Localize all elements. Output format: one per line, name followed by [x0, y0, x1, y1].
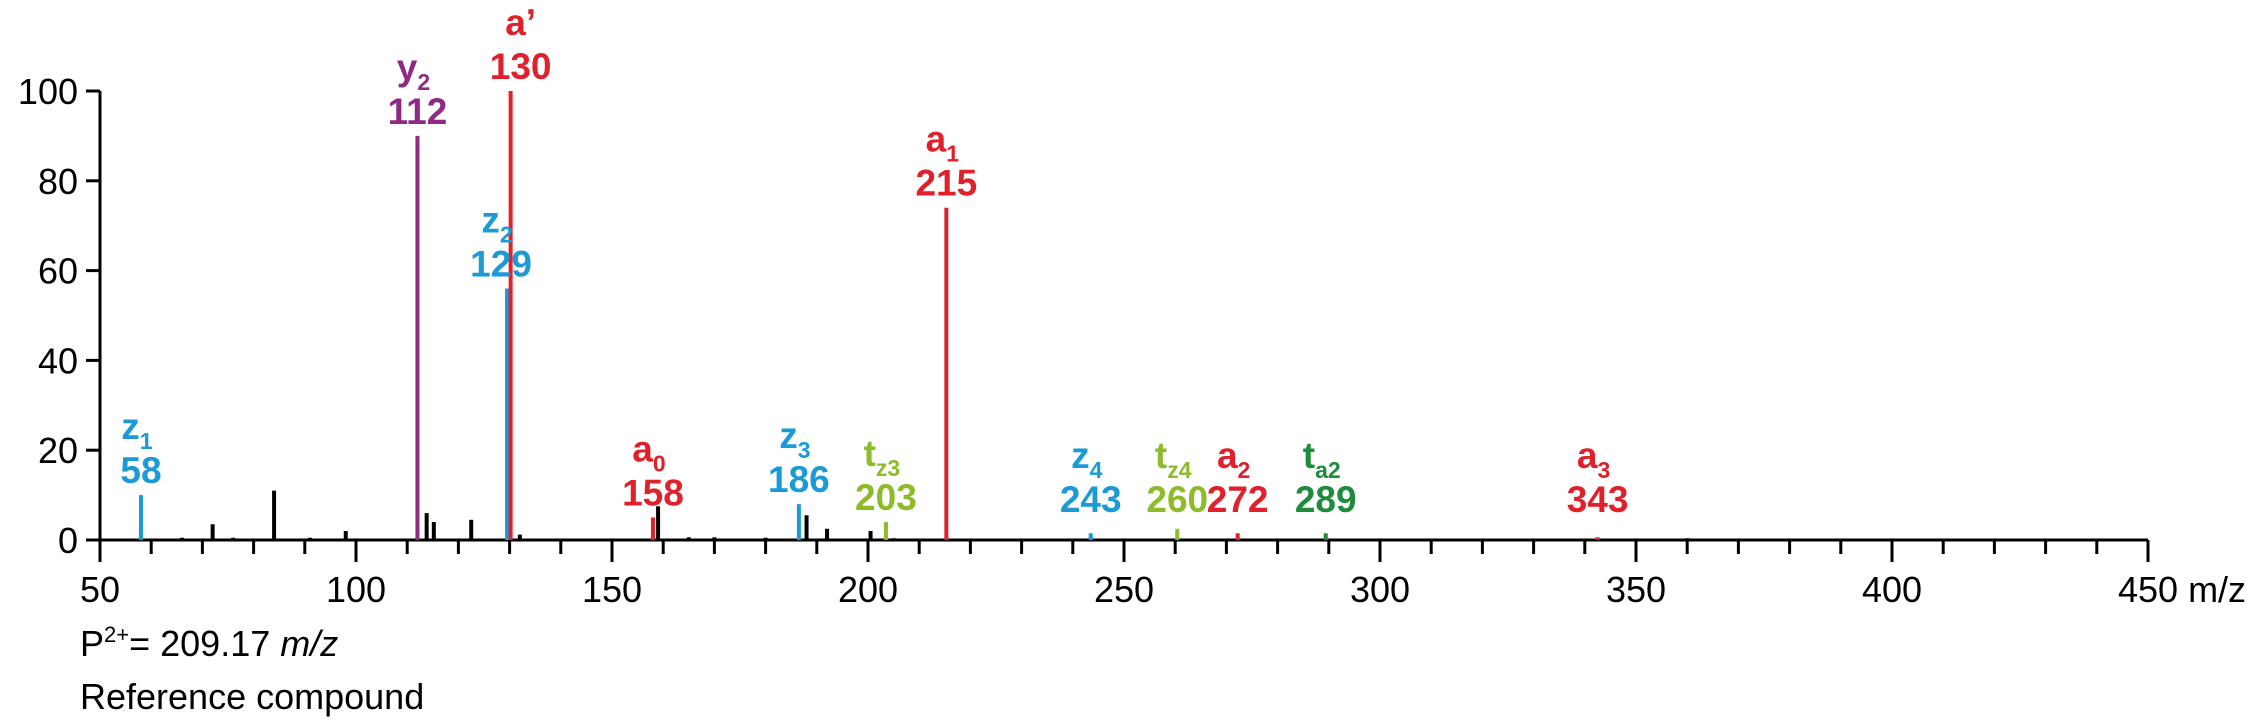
y-tick-label: 0 — [58, 520, 78, 561]
x-tick-label: 250 — [1094, 569, 1154, 610]
peaks — [138, 91, 1690, 540]
x-tick-label: 100 — [326, 569, 386, 610]
ion-subscript: 3 — [1597, 457, 1610, 483]
peak-label-mz: 112 — [388, 91, 448, 132]
peak-label-ion: a0 — [632, 429, 665, 477]
ion-name: z — [121, 406, 140, 447]
y-tick-label: 40 — [38, 340, 78, 381]
peak-label-ion: y2 — [397, 47, 430, 95]
x-tick-label: 400 — [1862, 569, 1922, 610]
ion-name: a — [1217, 435, 1238, 476]
x-tick-label: 200 — [838, 569, 898, 610]
precursor-line: P2+= 209.17 m/z — [80, 620, 424, 673]
precursor-charge: 2+ — [104, 622, 130, 647]
peak-label-mz: 130 — [490, 46, 552, 87]
ion-subscript: z3 — [876, 455, 900, 481]
ion-name: t — [864, 433, 876, 474]
spectrum-footer: P2+= 209.17 m/z Reference compound — [80, 620, 424, 721]
peak-label-ion: a2 — [1217, 435, 1250, 483]
ion-subscript: 2 — [500, 222, 513, 248]
y-tick-label: 60 — [38, 251, 78, 292]
peak-label-mz: 186 — [768, 459, 830, 500]
x-tick-label: 150 — [582, 569, 642, 610]
peak-label-ion: z2 — [481, 200, 512, 248]
caption: Reference compound — [80, 676, 425, 717]
x-tick-label: 300 — [1350, 569, 1410, 610]
peak-label-mz: 260 — [1146, 479, 1208, 520]
peak-label-ion: a’ — [505, 2, 536, 43]
ion-name: a — [1577, 435, 1598, 476]
peak-label-mz: 289 — [1295, 479, 1357, 520]
ion-name: a — [926, 119, 947, 160]
ion-subscript: a2 — [1315, 457, 1341, 483]
peak-label-ion: tz4 — [1155, 435, 1192, 483]
ion-subscript: 2 — [1238, 457, 1251, 483]
x-tick-label: 50 — [80, 569, 120, 610]
peak-label-ion: a3 — [1577, 435, 1610, 483]
precursor-prefix: P — [80, 623, 105, 664]
ion-name: a’ — [505, 2, 536, 43]
ion-name: z — [1071, 435, 1090, 476]
peak-label-mz: 158 — [622, 473, 684, 514]
ion-subscript: 1 — [140, 428, 153, 454]
ion-name: t — [1303, 435, 1315, 476]
ion-subscript: 3 — [798, 437, 811, 463]
peak-label-mz: 343 — [1567, 479, 1629, 520]
precursor-value: = 209.17 — [129, 623, 281, 664]
peak-label-ion: z1 — [121, 406, 153, 454]
ion-subscript: 1 — [946, 141, 959, 167]
peak-label-ion: ta2 — [1303, 435, 1341, 483]
precursor-unit: m/z — [280, 623, 339, 664]
y-tick-label: 80 — [38, 161, 78, 202]
peak-label-mz: 243 — [1060, 479, 1122, 520]
y-tick-label: 20 — [38, 430, 78, 471]
ion-name: y — [397, 47, 418, 88]
peak-label-mz: 203 — [855, 477, 917, 518]
peak-label-ion: a1 — [926, 119, 960, 167]
peak-label-mz: 215 — [915, 163, 977, 204]
peak-label-ion: z3 — [779, 415, 810, 463]
ion-name: z — [779, 415, 798, 456]
ion-name: a — [632, 429, 653, 470]
x-tick-label: 450 m/z — [2118, 569, 2246, 610]
peak-label-mz: 58 — [120, 450, 161, 491]
ion-subscript: 4 — [1090, 457, 1103, 483]
peak-label-mz: 129 — [470, 244, 532, 285]
ion-subscript: 0 — [653, 451, 666, 477]
peak-label-ion: tz3 — [864, 433, 901, 481]
peak-label-ion: z4 — [1071, 435, 1103, 483]
ion-name: z — [481, 200, 500, 241]
ion-subscript: z4 — [1167, 457, 1192, 483]
ion-name: t — [1155, 435, 1167, 476]
ion-subscript: 2 — [417, 69, 430, 95]
x-tick-label: 350 — [1606, 569, 1666, 610]
peak-label-mz: 272 — [1207, 479, 1269, 520]
y-tick-label: 100 — [18, 71, 78, 112]
